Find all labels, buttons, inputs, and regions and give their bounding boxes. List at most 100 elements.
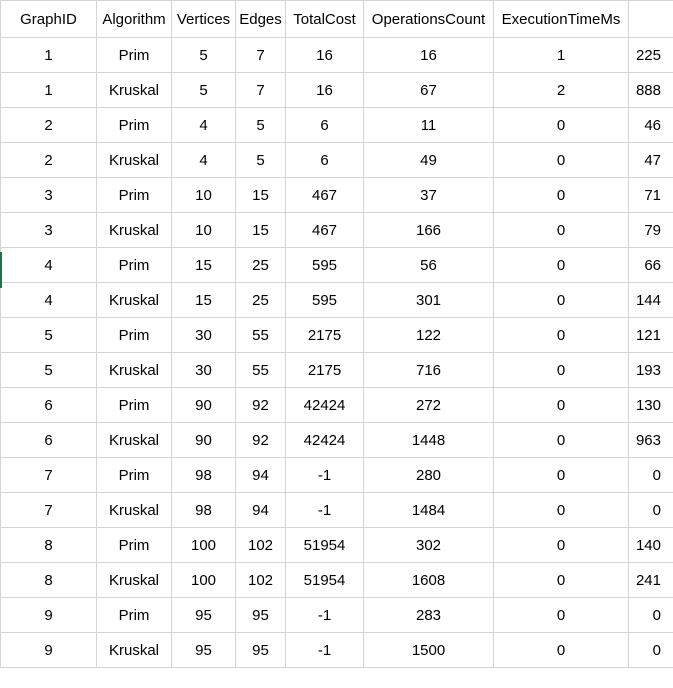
table-cell[interactable]: 716 (363, 352, 494, 388)
table-cell[interactable]: 0 (493, 212, 629, 248)
table-cell[interactable]: 15 (171, 282, 236, 318)
table-cell[interactable]: 1448 (363, 422, 494, 458)
table-cell[interactable]: 8 (0, 527, 97, 563)
table-cell[interactable]: 2175 (285, 352, 364, 388)
table-cell[interactable]: Kruskal (96, 422, 172, 458)
table-cell[interactable]: 0 (493, 352, 629, 388)
table-cell[interactable]: 95 (235, 597, 286, 633)
table-cell[interactable]: Prim (96, 247, 172, 283)
table-cell[interactable]: 4 (171, 142, 236, 178)
table-cell[interactable]: 98 (171, 492, 236, 528)
table-cell[interactable]: 7 (0, 492, 97, 528)
table-cell[interactable]: 122 (363, 317, 494, 353)
table-cell[interactable]: 37 (363, 177, 494, 213)
table-cell[interactable]: -1 (285, 597, 364, 633)
table-cell[interactable]: Kruskal (96, 562, 172, 598)
table-cell[interactable]: 963 (628, 422, 673, 458)
table-cell[interactable]: 9 (0, 632, 97, 668)
table-cell[interactable]: 95 (171, 632, 236, 668)
table-cell[interactable]: -1 (285, 457, 364, 493)
table-cell[interactable]: 888 (628, 72, 673, 108)
table-cell[interactable]: 283 (363, 597, 494, 633)
table-cell[interactable]: 0 (493, 422, 629, 458)
table-cell[interactable]: 241 (628, 562, 673, 598)
table-cell[interactable]: 4 (0, 282, 97, 318)
table-cell[interactable]: 0 (628, 632, 673, 668)
table-cell[interactable]: 1484 (363, 492, 494, 528)
table-cell[interactable]: 90 (171, 387, 236, 423)
table-cell[interactable]: 95 (171, 597, 236, 633)
table-cell[interactable]: 55 (235, 352, 286, 388)
table-cell[interactable]: 102 (235, 562, 286, 598)
header-cell[interactable]: ExecutionTimeMs (493, 0, 629, 38)
table-cell[interactable]: 225 (628, 37, 673, 73)
header-cell[interactable]: OperationsCount (363, 0, 494, 38)
table-cell[interactable]: 16 (285, 37, 364, 73)
table-cell[interactable]: 121 (628, 317, 673, 353)
table-cell[interactable]: 0 (493, 527, 629, 563)
table-cell[interactable]: 2175 (285, 317, 364, 353)
table-cell[interactable]: 1 (0, 37, 97, 73)
table-cell[interactable]: 0 (628, 492, 673, 528)
table-cell[interactable]: 0 (493, 597, 629, 633)
table-cell[interactable]: 51954 (285, 562, 364, 598)
table-cell[interactable]: 0 (493, 562, 629, 598)
table-cell[interactable]: Prim (96, 107, 172, 143)
table-cell[interactable]: 102 (235, 527, 286, 563)
table-cell[interactable]: 0 (493, 492, 629, 528)
table-cell[interactable]: 15 (235, 212, 286, 248)
table-cell[interactable]: 2 (0, 107, 97, 143)
table-cell[interactable]: Kruskal (96, 212, 172, 248)
table-cell[interactable]: 5 (235, 107, 286, 143)
table-cell[interactable]: 0 (493, 142, 629, 178)
table-cell[interactable]: Prim (96, 527, 172, 563)
table-cell[interactable]: 0 (493, 282, 629, 318)
table-cell[interactable]: 1608 (363, 562, 494, 598)
table-cell[interactable]: Kruskal (96, 282, 172, 318)
table-cell[interactable]: Kruskal (96, 492, 172, 528)
header-cell[interactable]: Vertices (171, 0, 236, 38)
table-cell[interactable]: -1 (285, 632, 364, 668)
table-cell[interactable]: 5 (171, 72, 236, 108)
table-cell[interactable]: 0 (493, 457, 629, 493)
table-cell[interactable]: 0 (628, 597, 673, 633)
table-cell[interactable]: 42424 (285, 422, 364, 458)
table-cell[interactable]: 5 (0, 352, 97, 388)
table-cell[interactable]: 6 (285, 107, 364, 143)
table-cell[interactable]: Prim (96, 317, 172, 353)
table-cell[interactable]: 301 (363, 282, 494, 318)
table-cell[interactable]: 0 (493, 387, 629, 423)
table-cell[interactable]: 90 (171, 422, 236, 458)
table-cell[interactable]: Kruskal (96, 352, 172, 388)
table-cell[interactable]: 47 (628, 142, 673, 178)
table-cell[interactable]: 193 (628, 352, 673, 388)
table-cell[interactable]: 46 (628, 107, 673, 143)
table-cell[interactable]: 92 (235, 387, 286, 423)
table-cell[interactable]: 79 (628, 212, 673, 248)
header-cell[interactable]: Edges (235, 0, 286, 38)
table-cell[interactable]: 25 (235, 247, 286, 283)
table-cell[interactable]: 1 (0, 72, 97, 108)
table-cell[interactable]: 9 (0, 597, 97, 633)
table-cell[interactable]: 92 (235, 422, 286, 458)
table-cell[interactable]: 10 (171, 177, 236, 213)
table-cell[interactable]: 5 (171, 37, 236, 73)
table-cell[interactable]: 0 (628, 457, 673, 493)
table-cell[interactable]: 100 (171, 562, 236, 598)
table-cell[interactable]: Kruskal (96, 632, 172, 668)
table-cell[interactable]: Prim (96, 37, 172, 73)
table-cell[interactable]: Prim (96, 387, 172, 423)
table-cell[interactable]: 4 (0, 247, 97, 283)
table-cell[interactable]: 15 (171, 247, 236, 283)
table-cell[interactable]: 1500 (363, 632, 494, 668)
table-cell[interactable]: Prim (96, 597, 172, 633)
table-cell[interactable]: 67 (363, 72, 494, 108)
table-cell[interactable]: 100 (171, 527, 236, 563)
table-cell[interactable]: Prim (96, 177, 172, 213)
table-cell[interactable]: 94 (235, 457, 286, 493)
table-cell[interactable]: 66 (628, 247, 673, 283)
table-cell[interactable]: 302 (363, 527, 494, 563)
table-cell[interactable]: 7 (235, 37, 286, 73)
table-cell[interactable]: 144 (628, 282, 673, 318)
table-cell[interactable]: 467 (285, 212, 364, 248)
